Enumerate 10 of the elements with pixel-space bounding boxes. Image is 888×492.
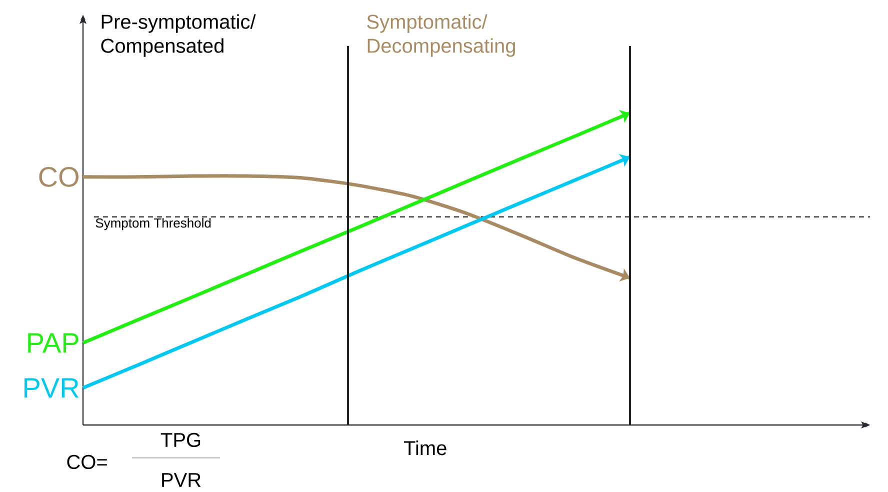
ref-line-label: Symptom Threshold — [96, 218, 211, 230]
text: Symptomatic/ Decompensating — [367, 14, 515, 57]
series-label: CO — [39, 167, 78, 187]
text: Pre-symptomatic/ Compensated — [101, 14, 256, 57]
text: PVR — [162, 473, 201, 487]
x-axis-title: Time — [404, 440, 446, 456]
text: TPG — [160, 432, 200, 448]
series-label: PVR — [24, 378, 79, 398]
series-label: PAP — [28, 333, 78, 353]
text: CO= — [67, 454, 107, 470]
